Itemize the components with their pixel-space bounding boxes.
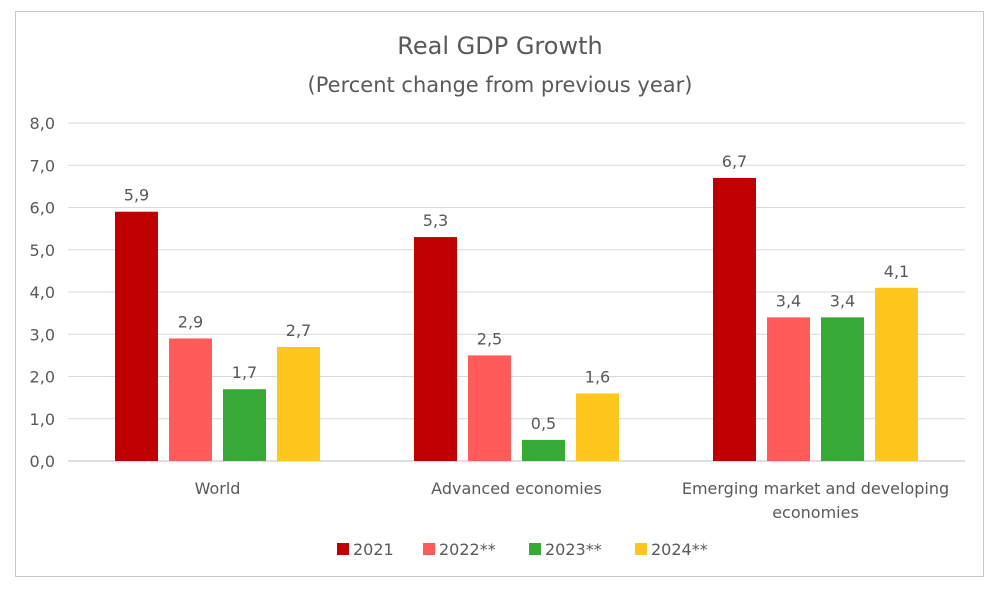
legend-label: 2024** [651,540,708,559]
bar-2022-1 [468,355,511,461]
y-tick-label: 3,0 [30,325,55,344]
legend-label: 2021 [353,540,394,559]
chart-subtitle: (Percent change from previous year) [308,73,693,97]
y-tick-label: 0,0 [30,452,55,471]
legend-label: 2023** [545,540,602,559]
y-tick-label: 4,0 [30,283,55,302]
y-tick-label: 1,0 [30,410,55,429]
legend-swatch-2022 [423,543,435,555]
legend-swatch-2023 [529,543,541,555]
legend-label: 2022** [439,540,496,559]
data-label: 2,7 [286,321,311,340]
bar-2024-0 [277,346,320,461]
data-label: 2,9 [178,312,203,331]
bar-2022-0 [169,338,212,461]
legend-swatch-2024 [635,543,647,555]
data-label: 2,5 [477,329,502,348]
bar-2023-2 [821,317,864,461]
x-category-label: Advanced economies [431,479,602,498]
data-label: 6,7 [722,152,747,171]
x-category-label: Emerging market and developing [682,479,949,498]
data-label: 1,6 [585,367,610,386]
chart-title: Real GDP Growth [397,32,602,60]
x-category-label: economies [772,503,859,522]
y-tick-label: 2,0 [30,368,55,387]
y-tick-label: 8,0 [30,114,55,133]
data-label: 3,4 [830,291,855,310]
y-tick-label: 7,0 [30,156,55,175]
data-label: 5,9 [124,186,149,205]
y-tick-label: 6,0 [30,199,55,218]
bar-2021-1 [414,237,457,461]
data-label: 5,3 [423,211,448,230]
legend-swatch-2021 [337,543,349,555]
bar-2021-0 [115,211,158,461]
bar-2022-2 [767,317,810,461]
bar-2024-1 [576,393,619,461]
y-tick-label: 5,0 [30,241,55,260]
data-label: 3,4 [776,291,801,310]
bar-2024-2 [875,287,918,461]
data-label: 1,7 [232,363,257,382]
data-label: 4,1 [884,262,909,281]
bar-2023-0 [223,389,266,461]
bar-2021-2 [713,177,756,462]
x-category-label: World [195,479,241,498]
chart-frame [15,11,984,577]
data-label: 0,5 [531,414,556,433]
bar-2023-1 [522,439,565,461]
